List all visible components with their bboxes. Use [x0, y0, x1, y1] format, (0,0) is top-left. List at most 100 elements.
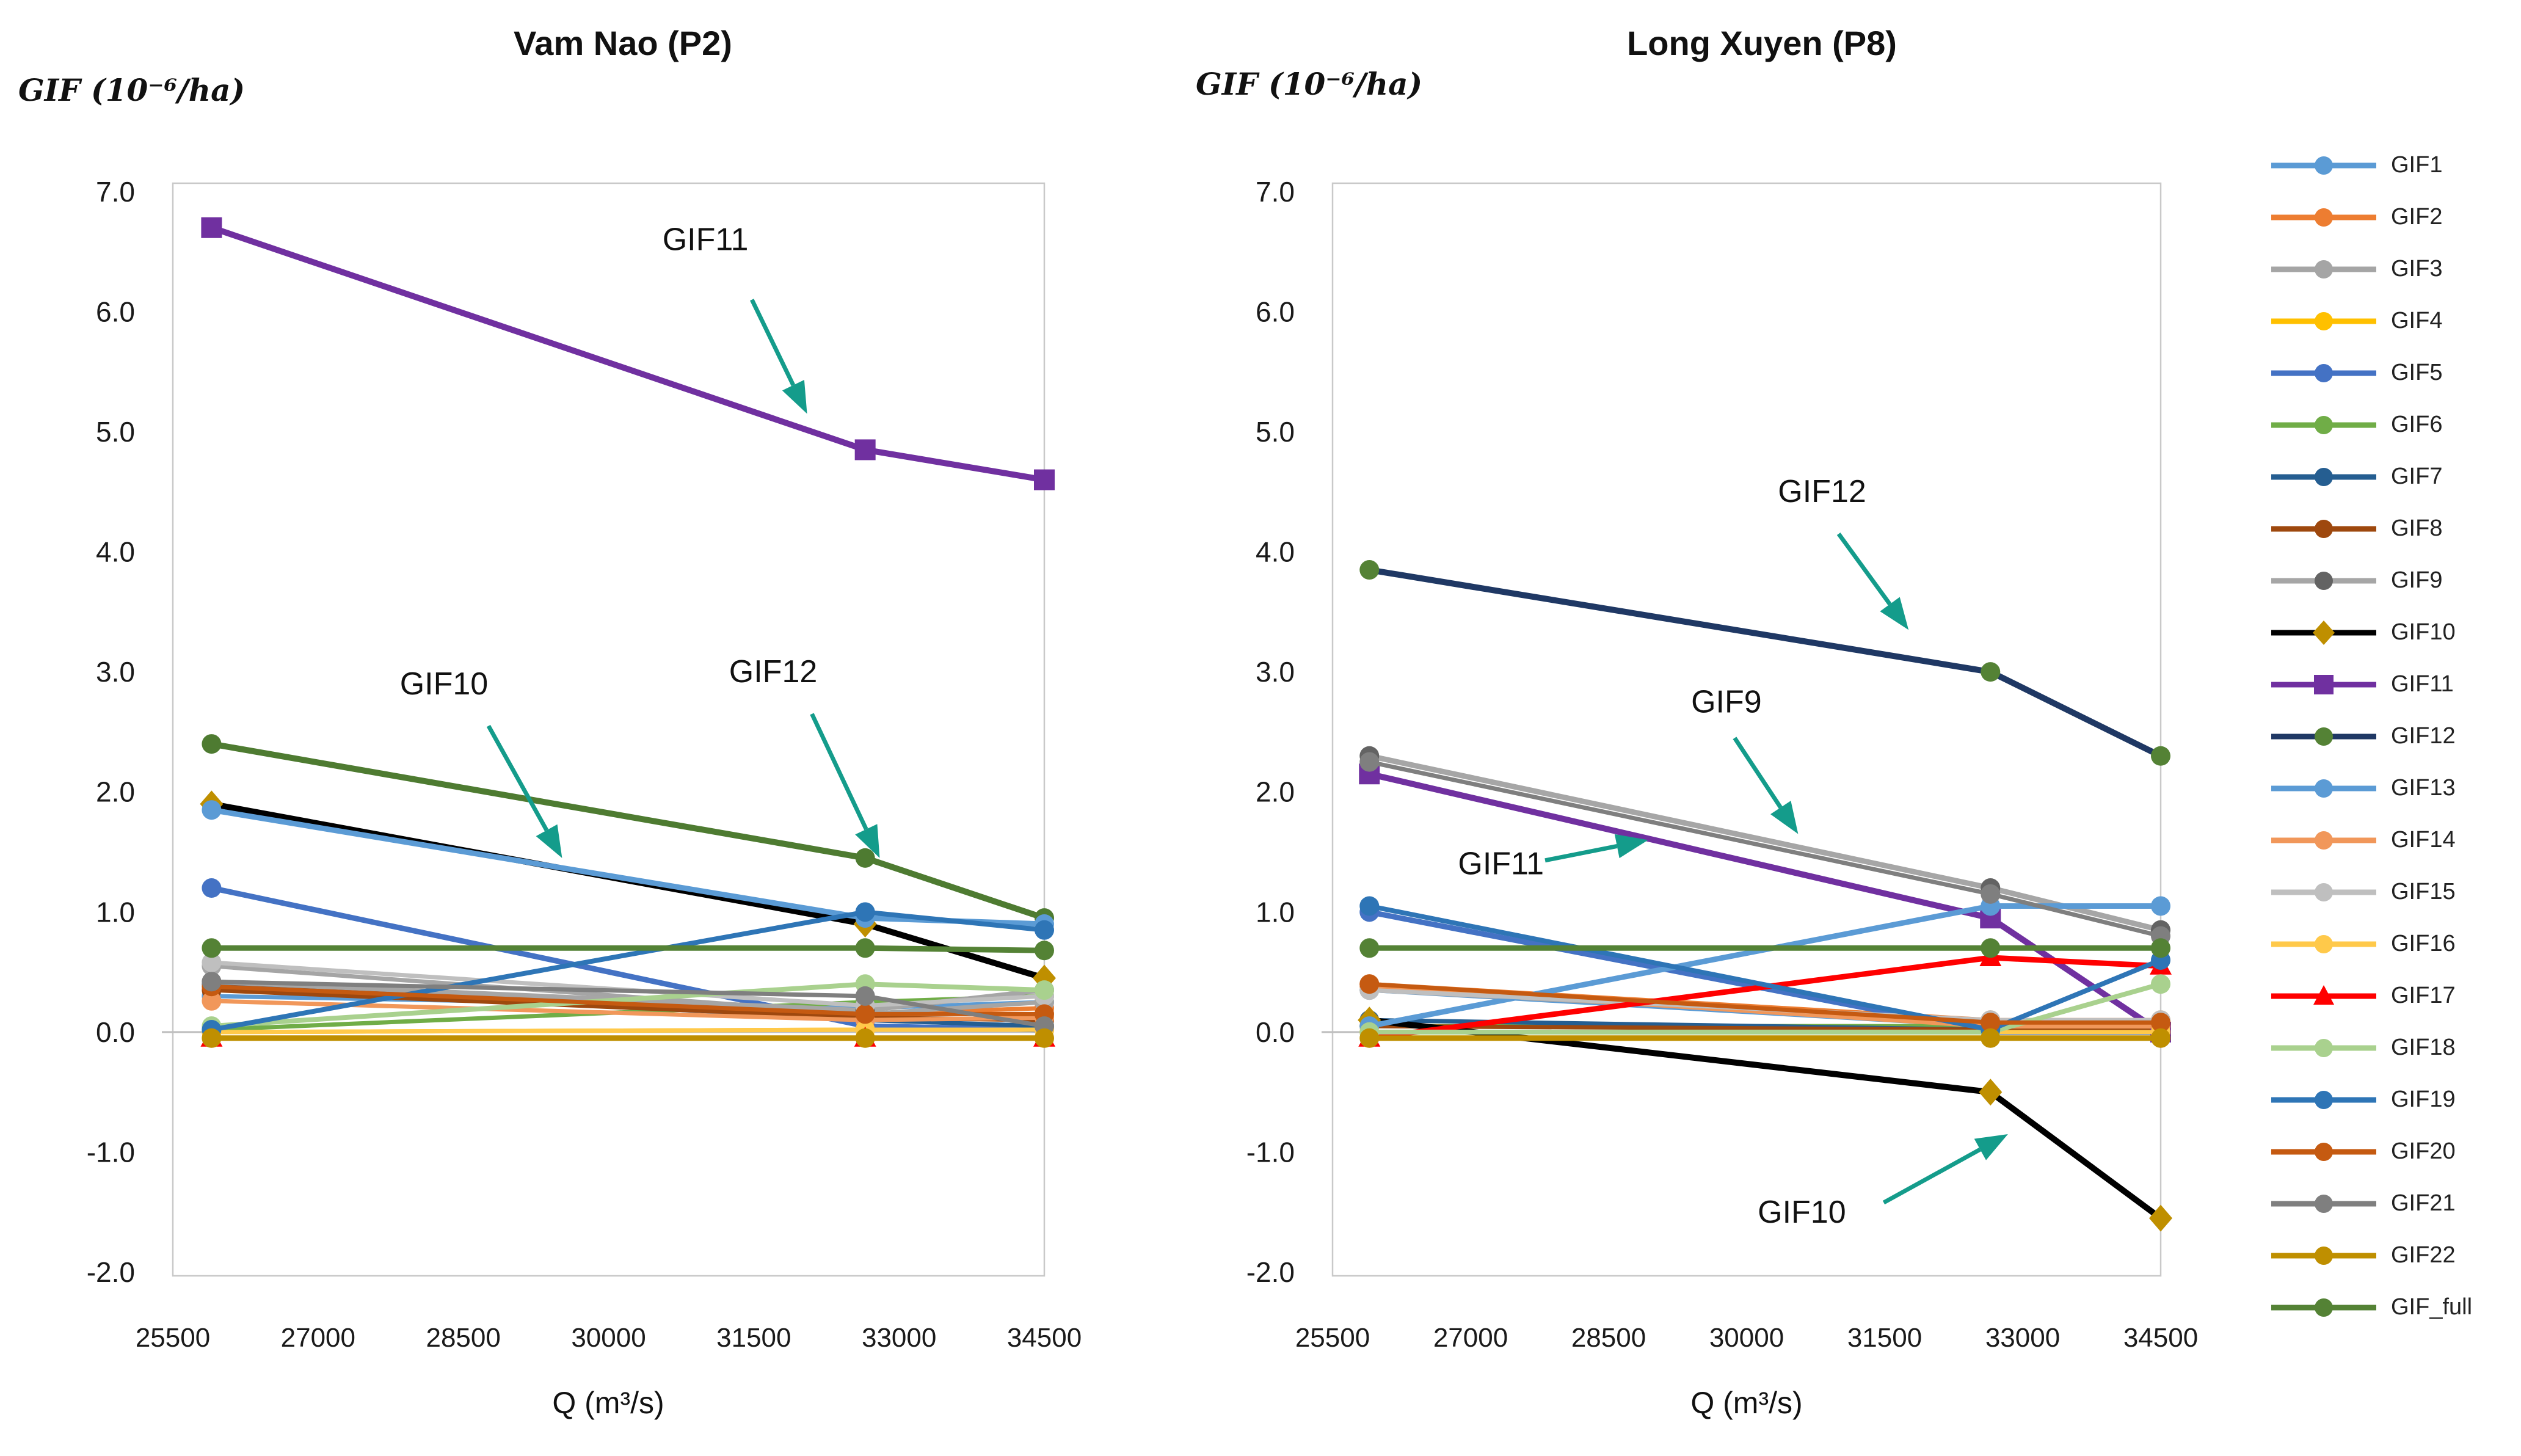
marker-circle [202, 938, 222, 958]
chart-title-vam-nao: Vam Nao (P2) [514, 24, 732, 62]
legend-swatch-GIF2 [2271, 208, 2376, 227]
legend-marker-square-icon [2314, 674, 2334, 694]
x-tick-label: 31500 [716, 1323, 791, 1353]
series-GIF12 [1359, 560, 2170, 766]
legend-label: GIF5 [2391, 360, 2443, 385]
legend-item-GIF3: GIF3 [2269, 243, 2472, 295]
marker-circle [2151, 1013, 2170, 1033]
legend-item-GIF12: GIF12 [2269, 710, 2472, 762]
marker-circle [1359, 1028, 1380, 1048]
series-GIF20 [1359, 974, 2170, 1033]
annotation-GIF10: GIF10 [400, 666, 562, 858]
legend: GIF1 GIF2 GIF3 GIF4 GIF5 GIF6 GIF7 GIF8 GIF9 GIF1… [2269, 139, 2472, 1333]
legend-item-GIF15: GIF15 [2269, 866, 2472, 918]
annotation-arrow-head [1880, 597, 1909, 630]
marker-circle [1035, 1028, 1054, 1048]
legend-marker-circle-icon [2315, 467, 2333, 486]
y-tick-label: 5.0 [96, 416, 135, 448]
marker-circle [1035, 941, 1054, 961]
legend-item-GIF10: GIF10 [2269, 606, 2472, 658]
y-tick-label: 4.0 [1256, 536, 1295, 568]
x-tick-label: 27000 [281, 1323, 355, 1353]
legend-swatch-GIF10 [2271, 620, 2376, 645]
marker-diamond [2149, 1204, 2172, 1232]
legend-marker-circle-icon [2315, 1194, 2333, 1213]
y-tick-label: -1.0 [87, 1137, 135, 1168]
x-tick-label: 34500 [1007, 1323, 1082, 1353]
y-tick-label: 2.0 [96, 776, 135, 808]
legend-label: GIF13 [2391, 775, 2456, 801]
marker-circle [1035, 980, 1054, 1000]
y-tick-label: 4.0 [96, 536, 135, 568]
legend-swatch-GIF12 [2271, 727, 2376, 746]
series-GIF9 [1359, 746, 2170, 940]
series-line-GIF_full [208, 945, 1047, 953]
x-tick-label: 30000 [1709, 1323, 1784, 1353]
x-tick-label: 33000 [862, 1323, 936, 1353]
legend-item-GIF22: GIF22 [2269, 1229, 2472, 1281]
x-tick-label: 30000 [571, 1323, 646, 1353]
marker-circle [2151, 896, 2170, 916]
marker-circle [202, 800, 222, 820]
legend-swatch-GIF11 [2271, 674, 2376, 694]
legend-item-GIF14: GIF14 [2269, 814, 2472, 866]
legend-swatch-GIF20 [2271, 1142, 2376, 1161]
marker-circle [202, 1028, 222, 1048]
annotation-arrow-shaft [1882, 1148, 1982, 1205]
annotation-GIF11: GIF11 [1458, 834, 1648, 882]
marker-circle [1035, 920, 1054, 940]
legend-label: GIF20 [2391, 1138, 2456, 1164]
x-tick-label: 28500 [1571, 1323, 1646, 1353]
marker-circle [202, 878, 222, 898]
annotation-arrow-shaft [750, 299, 796, 387]
y-tick-label: 6.0 [1256, 296, 1295, 327]
y-tick-label: 2.0 [1256, 776, 1295, 808]
legend-label: GIF11 [2391, 671, 2454, 697]
y-tick-label: 7.0 [1256, 176, 1295, 208]
legend-label: GIF_full [2391, 1294, 2473, 1320]
marker-circle [2151, 938, 2170, 958]
series-line-GIF16 [209, 1027, 1047, 1035]
legend-swatch-GIF21 [2271, 1194, 2376, 1213]
y-tick-label: 0.0 [96, 1016, 135, 1048]
marker-circle [1981, 662, 2001, 682]
legend-swatch-GIF6 [2271, 415, 2376, 434]
marker-circle [855, 1004, 875, 1024]
x-tick-label: 33000 [1985, 1323, 2060, 1353]
marker-circle [1359, 938, 1380, 958]
legend-swatch-GIF13 [2271, 779, 2376, 798]
marker-circle [202, 991, 222, 1011]
legend-label: GIF19 [2391, 1087, 2456, 1112]
annotation-text: GIF10 [400, 666, 489, 702]
annotation-arrow-head [1614, 834, 1648, 859]
legend-label: GIF9 [2391, 567, 2443, 593]
annotation-arrow-shaft [1836, 532, 1892, 606]
legend-swatch-GIF19 [2271, 1090, 2376, 1109]
legend-item-GIF6: GIF6 [2269, 399, 2472, 451]
annotation-GIF12: GIF12 [1778, 474, 1909, 630]
y-tick-label: 7.0 [96, 176, 135, 208]
legend-marker-circle-icon [2315, 883, 2333, 901]
annotation-GIF9: GIF9 [1691, 684, 1799, 834]
series-GIF_full [202, 938, 1054, 961]
chart-title-long-xuyen: Long Xuyen (P8) [1627, 24, 1897, 62]
legend-item-GIF17: GIF17 [2269, 970, 2472, 1022]
series-line-GIF12 [1366, 567, 2164, 759]
marker-circle [855, 1028, 875, 1048]
series-GIF11 [201, 217, 1055, 490]
x-tick-label: 25500 [136, 1323, 210, 1353]
legend-item-GIF9: GIF9 [2269, 555, 2472, 606]
x-tick-label: 28500 [426, 1323, 500, 1353]
annotation-arrow-shaft [486, 724, 549, 832]
legend-marker-triangle-icon [2313, 985, 2334, 1005]
legend-label: GIF18 [2391, 1035, 2456, 1060]
legend-label: GIF17 [2391, 983, 2456, 1008]
legend-marker-circle-icon [2315, 519, 2333, 538]
legend-marker-circle-icon [2315, 727, 2333, 746]
legend-swatch-GIF8 [2271, 519, 2376, 538]
annotation-arrow-shaft [810, 713, 868, 831]
legend-swatch-GIF9 [2271, 571, 2376, 590]
legend-label: GIF16 [2391, 931, 2456, 956]
marker-circle [1981, 884, 2001, 904]
legend-marker-circle-icon [2315, 779, 2333, 798]
